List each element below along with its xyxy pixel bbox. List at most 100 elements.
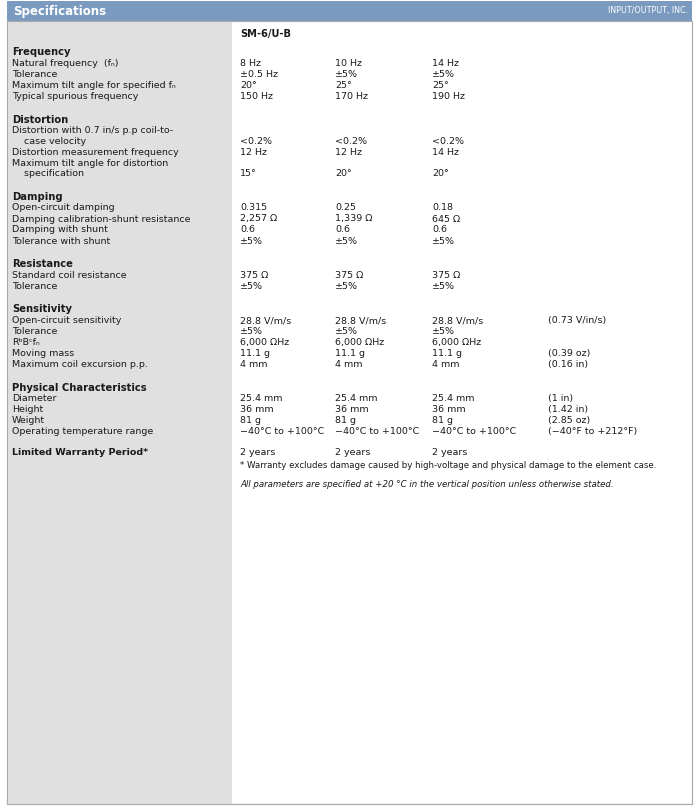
Text: 12 Hz: 12 Hz [240, 148, 267, 157]
Text: (0.16 in): (0.16 in) [548, 360, 588, 369]
Text: RᵇBᶜfₙ: RᵇBᶜfₙ [12, 338, 40, 347]
Text: Physical Characteristics: Physical Characteristics [12, 383, 147, 393]
Text: 25°: 25° [335, 81, 352, 90]
Text: ±5%: ±5% [335, 237, 358, 246]
Text: 11.1 g: 11.1 g [432, 349, 462, 358]
Text: ±5%: ±5% [240, 282, 263, 291]
Text: 20°: 20° [240, 81, 257, 90]
Text: Limited Warranty Period*: Limited Warranty Period* [12, 448, 148, 457]
Text: 2 years: 2 years [240, 448, 275, 457]
Text: Frequency: Frequency [12, 48, 71, 57]
Text: ±5%: ±5% [335, 70, 358, 79]
Text: 0.6: 0.6 [432, 225, 447, 234]
Text: 0.6: 0.6 [240, 225, 255, 234]
Text: 4 mm: 4 mm [240, 360, 268, 369]
Text: ±5%: ±5% [335, 327, 358, 336]
Text: Typical spurious frequency: Typical spurious frequency [12, 92, 138, 101]
Text: 14 Hz: 14 Hz [432, 59, 459, 68]
Text: 150 Hz: 150 Hz [240, 92, 273, 101]
Text: 81 g: 81 g [432, 416, 453, 425]
Text: 81 g: 81 g [240, 416, 261, 425]
Text: Maximum tilt angle for specified fₙ: Maximum tilt angle for specified fₙ [12, 81, 175, 90]
Text: 0.18: 0.18 [432, 204, 453, 213]
Text: case velocity: case velocity [12, 137, 86, 145]
Text: Specifications: Specifications [13, 5, 106, 18]
Text: 25.4 mm: 25.4 mm [240, 394, 282, 403]
Text: 4 mm: 4 mm [335, 360, 363, 369]
Text: 10 Hz: 10 Hz [335, 59, 362, 68]
Text: specification: specification [12, 169, 84, 179]
Text: 190 Hz: 190 Hz [432, 92, 465, 101]
Text: Distortion measurement frequency: Distortion measurement frequency [12, 148, 179, 157]
Text: 2 years: 2 years [432, 448, 468, 457]
Text: ±0.5 Hz: ±0.5 Hz [240, 70, 278, 79]
Text: 0.315: 0.315 [240, 204, 267, 213]
Text: All parameters are specified at +20 °C in the vertical position unless otherwise: All parameters are specified at +20 °C i… [240, 480, 614, 489]
Bar [7, 1, 692, 21]
Text: ±5%: ±5% [240, 327, 263, 336]
Text: <0.2%: <0.2% [335, 137, 367, 145]
Text: 8 Hz: 8 Hz [240, 59, 261, 68]
Text: Tolerance: Tolerance [12, 327, 57, 336]
Text: Weight: Weight [12, 416, 45, 425]
Text: ±5%: ±5% [335, 282, 358, 291]
Text: 15°: 15° [240, 169, 257, 179]
Text: (0.73 V/in/s): (0.73 V/in/s) [548, 316, 606, 325]
Text: 28.8 V/m/s: 28.8 V/m/s [432, 316, 483, 325]
Text: 36 mm: 36 mm [240, 406, 273, 415]
Text: 170 Hz: 170 Hz [335, 92, 368, 101]
Text: Tolerance: Tolerance [12, 70, 57, 79]
Text: 28.8 V/m/s: 28.8 V/m/s [240, 316, 291, 325]
Text: Diameter: Diameter [12, 394, 57, 403]
Text: ±5%: ±5% [432, 237, 455, 246]
Text: ±5%: ±5% [432, 327, 455, 336]
Bar [7, 21, 232, 804]
Text: 6,000 ΩHz: 6,000 ΩHz [240, 338, 289, 347]
Text: Damping calibration-shunt resistance: Damping calibration-shunt resistance [12, 214, 191, 224]
Text: 28.8 V/m/s: 28.8 V/m/s [335, 316, 387, 325]
Text: SM-6/U-B: SM-6/U-B [240, 29, 291, 39]
Text: 0.6: 0.6 [335, 225, 350, 234]
Text: Distortion: Distortion [12, 115, 69, 124]
Text: Damping: Damping [12, 192, 63, 202]
Text: 36 mm: 36 mm [432, 406, 466, 415]
Text: * Warranty excludes damage caused by high-voltage and physical damage to the ele: * Warranty excludes damage caused by hig… [240, 461, 656, 469]
Text: 81 g: 81 g [335, 416, 356, 425]
Text: Resistance: Resistance [12, 259, 73, 269]
Text: <0.2%: <0.2% [240, 137, 272, 145]
Text: 11.1 g: 11.1 g [240, 349, 270, 358]
Text: −40°C to +100°C: −40°C to +100°C [240, 427, 324, 436]
Text: Open-circuit damping: Open-circuit damping [12, 204, 115, 213]
Text: Moving mass: Moving mass [12, 349, 74, 358]
Text: Height: Height [12, 406, 43, 415]
Text: (1 in): (1 in) [548, 394, 573, 403]
Text: 2 years: 2 years [335, 448, 370, 457]
Text: 645 Ω: 645 Ω [432, 214, 460, 224]
Text: ±5%: ±5% [432, 282, 455, 291]
Text: Maximum tilt angle for distortion: Maximum tilt angle for distortion [12, 158, 168, 168]
Text: 6,000 ΩHz: 6,000 ΩHz [432, 338, 481, 347]
Text: −40°C to +100°C: −40°C to +100°C [432, 427, 517, 436]
Text: 25.4 mm: 25.4 mm [432, 394, 475, 403]
Text: INPUT/OUTPUT, INC.: INPUT/OUTPUT, INC. [608, 6, 688, 15]
Text: Natural frequency  (fₙ): Natural frequency (fₙ) [12, 59, 119, 68]
Text: 20°: 20° [335, 169, 352, 179]
Text: 11.1 g: 11.1 g [335, 349, 365, 358]
Text: 36 mm: 36 mm [335, 406, 368, 415]
Text: Maximum coil excursion p.p.: Maximum coil excursion p.p. [12, 360, 148, 369]
Text: (−40°F to +212°F): (−40°F to +212°F) [548, 427, 637, 436]
Text: 25.4 mm: 25.4 mm [335, 394, 377, 403]
Text: 4 mm: 4 mm [432, 360, 459, 369]
Text: 0.25: 0.25 [335, 204, 356, 213]
Text: Tolerance: Tolerance [12, 282, 57, 291]
Text: Operating temperature range: Operating temperature range [12, 427, 153, 436]
Text: Tolerance with shunt: Tolerance with shunt [12, 237, 110, 246]
Text: 6,000 ΩHz: 6,000 ΩHz [335, 338, 384, 347]
Text: (0.39 oz): (0.39 oz) [548, 349, 591, 358]
Text: Standard coil resistance: Standard coil resistance [12, 271, 127, 280]
Text: (1.42 in): (1.42 in) [548, 406, 588, 415]
Text: (2.85 oz): (2.85 oz) [548, 416, 590, 425]
Text: 2,257 Ω: 2,257 Ω [240, 214, 278, 224]
Text: 375 Ω: 375 Ω [240, 271, 268, 280]
Text: Distortion with 0.7 in/s p.p coil-to-: Distortion with 0.7 in/s p.p coil-to- [12, 126, 173, 135]
